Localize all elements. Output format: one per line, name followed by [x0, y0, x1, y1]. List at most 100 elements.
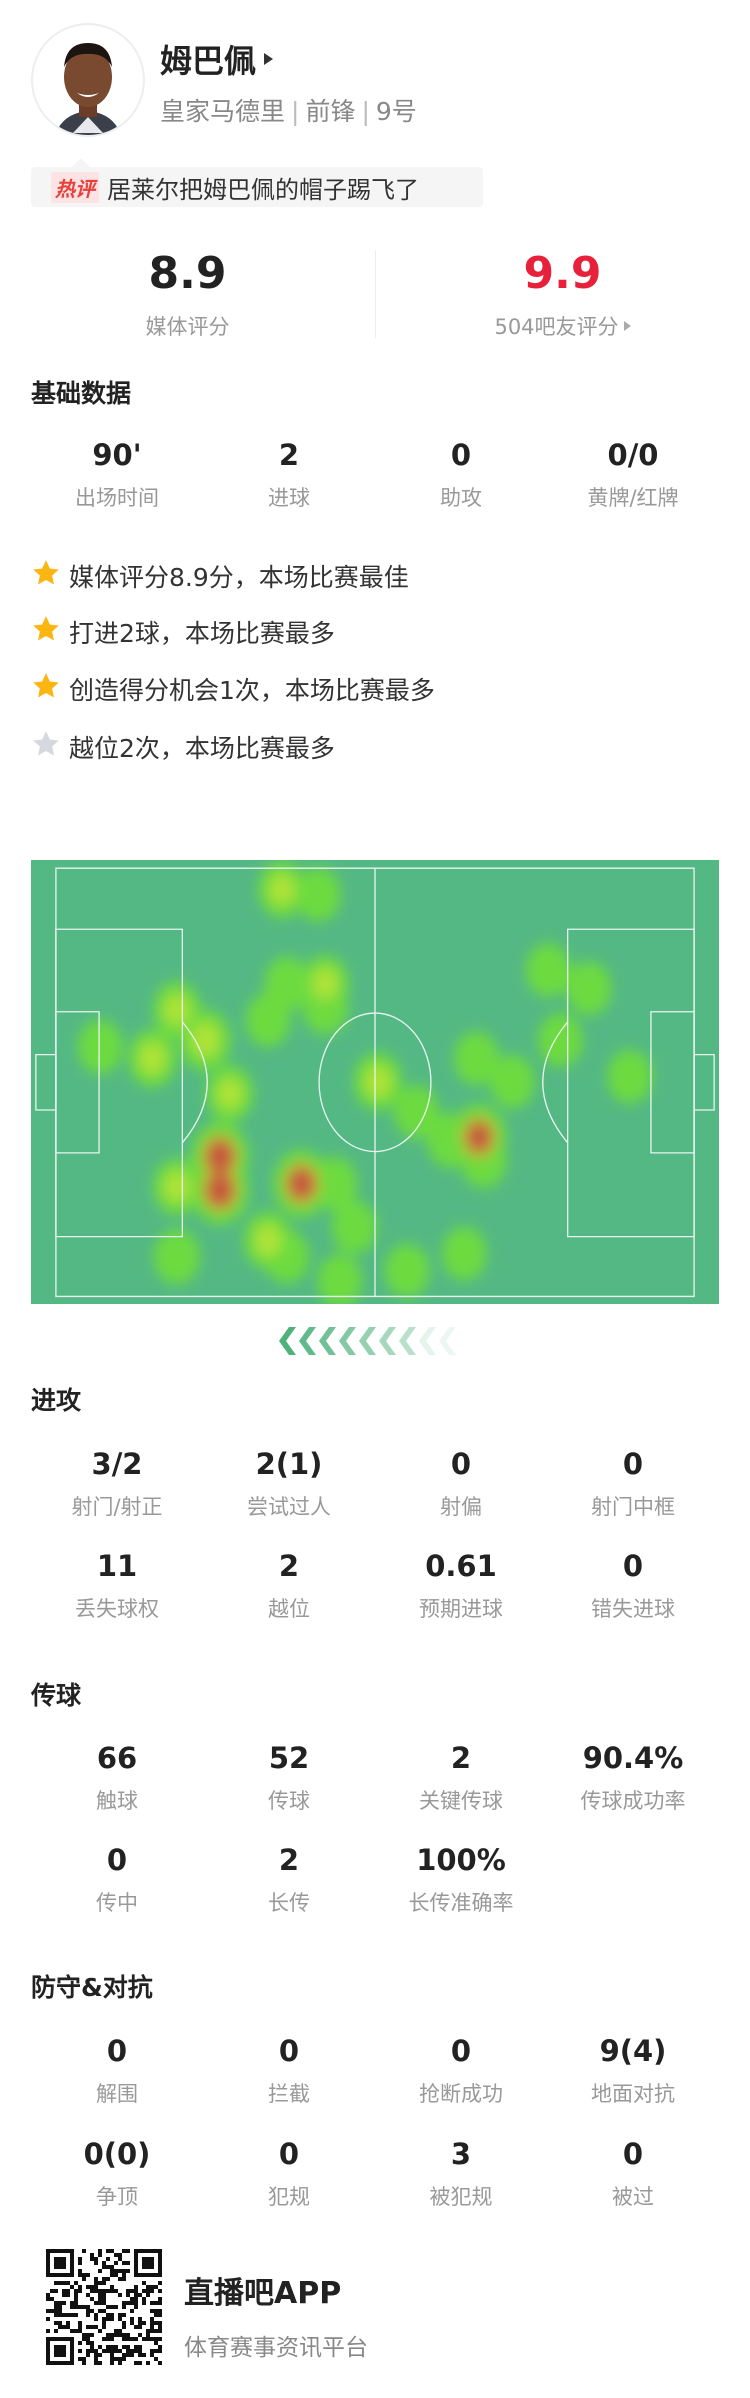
- stat-value: 90.4%: [582, 1741, 684, 1775]
- stat-value: 0: [450, 1447, 472, 1481]
- hot-comment[interactable]: 热评 居莱尔把姆巴佩的帽子踢飞了: [31, 167, 483, 207]
- stat-cell: 2 越位: [203, 1549, 375, 1623]
- heat-blob: [254, 1224, 282, 1257]
- stat-assists: 0 助攻: [375, 438, 547, 512]
- stat-cell: 0 射偏: [375, 1447, 547, 1521]
- heat-blob: [312, 1156, 358, 1211]
- stat-minutes: 90' 出场时间: [31, 438, 203, 512]
- stat-label: 出场时间: [75, 486, 159, 510]
- highlight-item: 打进2球，本场比赛最多: [31, 614, 335, 650]
- heat-blob: [206, 1174, 234, 1206]
- star-icon: [31, 671, 61, 707]
- player-info: 皇家马德里 | 前锋 | 9号: [160, 97, 417, 126]
- stat-value: 0: [622, 1447, 644, 1481]
- stat-value: 0: [106, 1843, 128, 1877]
- stat-label: 越位: [268, 1597, 310, 1621]
- heat-blob: [268, 873, 296, 906]
- stat-cell: 52 传球: [203, 1741, 375, 1815]
- heat-blob: [566, 961, 612, 1016]
- stat-label: 长传准确率: [408, 1891, 514, 1915]
- heat-blob: [77, 1020, 123, 1074]
- stat-cell: 0 解围: [31, 2034, 203, 2108]
- attack-direction-arrows: [275, 1325, 475, 1361]
- section-title-passing: 传球: [31, 1681, 82, 1710]
- highlight-text: 打进2球，本场比赛最多: [69, 619, 335, 648]
- chevron-left-icon: [379, 1327, 396, 1355]
- stat-cell: 0 被过: [547, 2137, 719, 2211]
- heat-blob: [206, 1140, 234, 1173]
- star-icon: [31, 614, 61, 650]
- stat-value: 0.61: [425, 1549, 497, 1583]
- chevron-left-icon: [399, 1327, 416, 1355]
- hot-comment-tag: 热评: [51, 171, 99, 203]
- stat-label: 拦截: [268, 2082, 310, 2106]
- stat-label: 犯规: [268, 2185, 310, 2209]
- stat-label: 争顶: [96, 2185, 138, 2209]
- stat-label: 传球: [268, 1789, 310, 1813]
- rating-divider: [375, 250, 376, 338]
- highlight-item: 创造得分机会1次，本场比赛最多: [31, 671, 435, 707]
- heat-blob: [607, 1049, 653, 1104]
- heat-blob: [245, 993, 291, 1047]
- stat-label: 触球: [96, 1789, 138, 1813]
- stat-cell: 90.4% 传球成功率: [547, 1741, 719, 1815]
- stat-cell: 3 被犯规: [375, 2137, 547, 2211]
- player-name-link[interactable]: 姆巴佩: [160, 36, 274, 82]
- highlight-text: 创造得分机会1次，本场比赛最多: [69, 676, 435, 705]
- stat-value: 0: [450, 438, 472, 472]
- chevron-left-icon: [439, 1327, 456, 1355]
- heat-blob: [537, 1013, 583, 1067]
- hot-comment-text: 居莱尔把姆巴佩的帽子踢飞了: [107, 175, 419, 204]
- stat-cell: 0 错失进球: [547, 1549, 719, 1623]
- stat-cell: 100% 长传准确率: [375, 1843, 547, 1917]
- heat-blob: [312, 967, 339, 1000]
- stat-value: 0: [622, 2137, 644, 2171]
- stat-label: 长传: [268, 1891, 310, 1915]
- section-title-defense: 防守&对抗: [31, 1973, 153, 2002]
- heat-blob: [331, 1200, 377, 1254]
- triangle-right-icon: [264, 53, 274, 65]
- stat-value: 52: [268, 1741, 310, 1775]
- stat-value: 2(1): [255, 1447, 323, 1481]
- passing-stats-row: 66 触球 52 传球 2 关键传球 90.4% 传球成功率: [31, 1741, 719, 1815]
- star-icon: [31, 729, 61, 765]
- stat-value: 3: [450, 2137, 472, 2171]
- stat-label: 射门中框: [591, 1495, 675, 1519]
- stat-cards: 0/0 黄牌/红牌: [547, 438, 719, 512]
- stat-value: 0(0): [83, 2137, 151, 2171]
- basic-stats: 90' 出场时间 2 进球 0 助攻 0/0 黄牌/红牌: [31, 438, 719, 512]
- heat-blob: [163, 1171, 190, 1203]
- heat-blob: [384, 1243, 430, 1298]
- heat-blob: [317, 1253, 363, 1308]
- heat-blob: [190, 1022, 221, 1058]
- heat-blob: [163, 994, 190, 1026]
- stat-label: 被犯规: [429, 2185, 493, 2209]
- player-avatar: [31, 23, 145, 137]
- heat-blob: [295, 867, 341, 922]
- heat-blob: [288, 1168, 315, 1199]
- stat-label: 关键传球: [419, 1789, 503, 1813]
- section-title-basic: 基础数据: [31, 379, 132, 408]
- fan-rating[interactable]: 9.9 504吧友评分: [375, 248, 750, 341]
- stat-label: 解围: [96, 2082, 138, 2106]
- highlight-item: 媒体评分8.9分，本场比赛最佳: [31, 558, 409, 594]
- stat-value: 11: [96, 1549, 138, 1583]
- stat-value: 0: [278, 2034, 300, 2068]
- stat-value: 0: [106, 2034, 128, 2068]
- stat-label: 抢断成功: [419, 2082, 503, 2106]
- pitch-lines: [36, 868, 714, 1296]
- stat-value: 100%: [416, 1843, 506, 1877]
- media-rating-value: 8.9: [148, 248, 227, 299]
- heat-blob: [466, 1122, 491, 1152]
- media-rating: 8.9 媒体评分: [0, 248, 375, 341]
- defense-stats-row: 0(0) 争顶 0 犯规 3 被犯规 0 被过: [31, 2137, 719, 2211]
- chevron-left-icon: [299, 1327, 316, 1355]
- stat-cell: 0 传中: [31, 1843, 203, 1917]
- player-number: 9号: [375, 97, 417, 126]
- passing-stats-row: 0 传中 2 长传 100% 长传准确率: [31, 1843, 719, 1917]
- stat-label: 射偏: [440, 1495, 482, 1519]
- app-name: 直播吧APP: [184, 2276, 342, 2311]
- stat-cell: 0(0) 争顶: [31, 2137, 203, 2211]
- triangle-right-icon: [623, 321, 631, 331]
- chevron-left-icon: [339, 1327, 356, 1355]
